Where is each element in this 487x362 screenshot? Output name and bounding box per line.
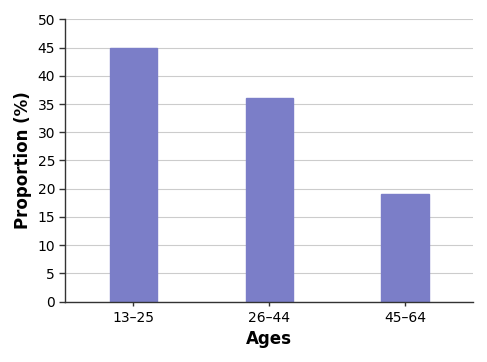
- X-axis label: Ages: Ages: [246, 330, 292, 348]
- Bar: [110, 47, 157, 302]
- Y-axis label: Proportion (%): Proportion (%): [14, 92, 32, 230]
- Bar: [245, 98, 293, 302]
- Bar: [381, 194, 429, 302]
